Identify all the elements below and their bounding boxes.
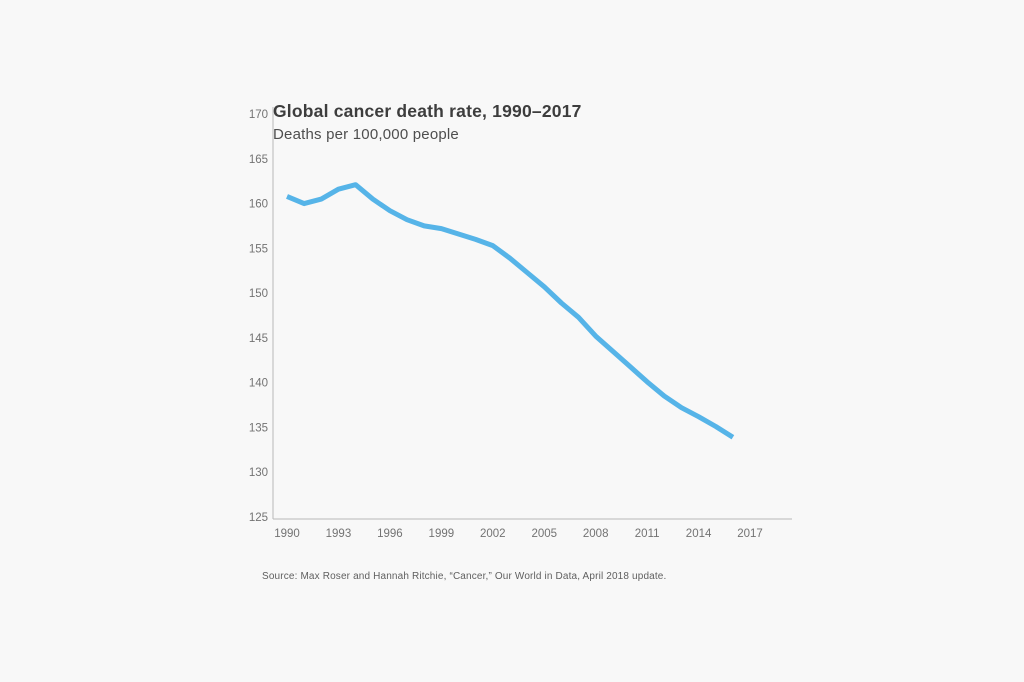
y-tick-label: 165 xyxy=(249,154,268,166)
data-line xyxy=(286,182,735,440)
chart-source: Source: Max Roser and Hannah Ritchie, “C… xyxy=(262,571,667,582)
x-tick-label: 2011 xyxy=(635,528,660,540)
y-tick-label: 125 xyxy=(249,512,268,524)
chart-subtitle: Deaths per 100,000 people xyxy=(273,126,459,143)
y-tick-label: 170 xyxy=(249,109,268,121)
x-tick-label: 2005 xyxy=(531,528,557,540)
y-tick-label: 135 xyxy=(249,422,268,434)
x-tick-label: 1999 xyxy=(429,528,455,540)
x-tick-label: 1996 xyxy=(377,528,403,540)
y-tick-label: 130 xyxy=(249,467,268,479)
y-tick-label: 150 xyxy=(249,288,268,300)
x-tick-label: 1993 xyxy=(326,528,352,540)
y-tick-label: 160 xyxy=(249,199,268,211)
x-tick-label: 1990 xyxy=(274,528,300,540)
x-tick-label: 2008 xyxy=(583,528,609,540)
y-tick-label: 155 xyxy=(249,243,268,255)
x-tick-label: 2014 xyxy=(686,528,712,540)
x-tick-label: 2017 xyxy=(737,528,763,540)
y-tick-label: 140 xyxy=(249,378,268,390)
y-tick-label: 145 xyxy=(249,333,268,345)
x-tick-label: 2002 xyxy=(480,528,506,540)
chart-title: Global cancer death rate, 1990–2017 xyxy=(273,101,582,121)
